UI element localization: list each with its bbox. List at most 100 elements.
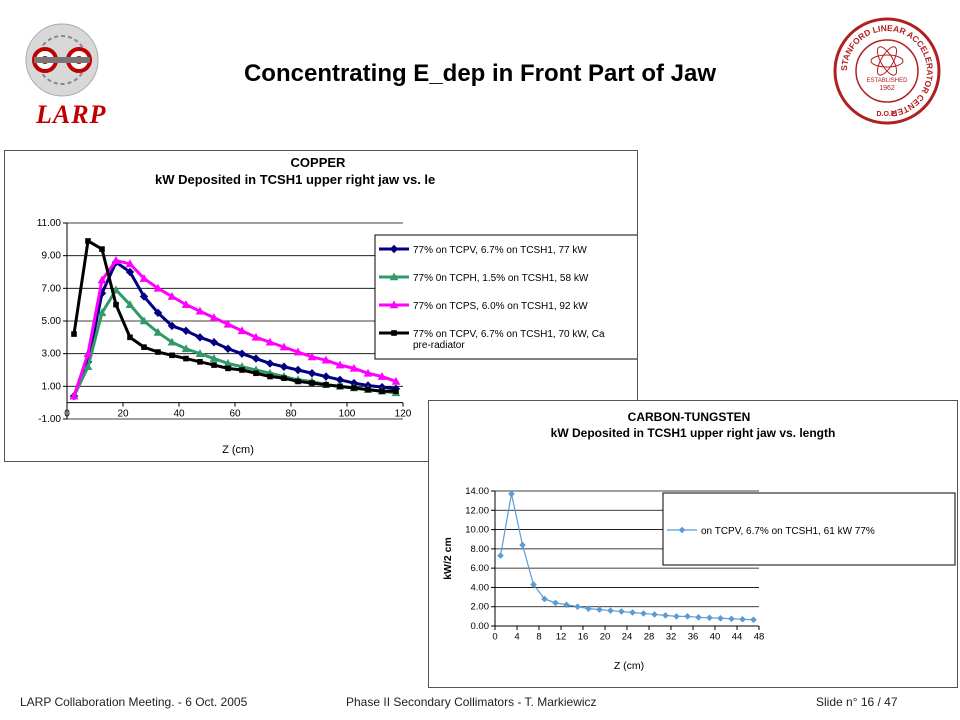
svg-text:D.O.E.: D.O.E.: [876, 111, 897, 118]
legend-label: 77% on TCPV, 6.7% on TCSH1, 77 kW: [413, 245, 587, 256]
data-point: [309, 380, 315, 386]
data-point: [139, 292, 149, 301]
data-point: [640, 610, 647, 617]
data-point: [363, 368, 373, 377]
data-point: [155, 349, 161, 355]
data-point: [181, 326, 191, 336]
data-point: [717, 614, 724, 622]
y-tick-label: 2.00: [471, 602, 490, 613]
footer-meeting: LARP Collaboration Meeting. - 6 Oct. 200…: [20, 695, 248, 709]
data-point: [195, 306, 205, 315]
x-tick-label: 48: [754, 632, 765, 643]
data-point: [139, 316, 149, 325]
x-tick-label: 100: [339, 409, 356, 420]
data-point: [167, 321, 177, 331]
x-tick-label: 20: [600, 632, 611, 643]
data-point: [618, 608, 625, 615]
data-point: [113, 301, 119, 308]
data-point: [111, 256, 121, 264]
data-point: [728, 615, 735, 623]
data-point: [139, 274, 149, 282]
legend-label-line2: pre-radiator: [413, 340, 465, 351]
data-point: [141, 344, 147, 350]
data-point: [662, 612, 669, 619]
data-point: [169, 352, 175, 359]
y-axis-label: kW/2 cm: [442, 537, 454, 580]
legend-label: 77% on TCPV, 6.7% on TCSH1, 70 kW, Ca: [413, 329, 605, 340]
data-point: [393, 388, 399, 395]
chart-subtitle: kW Deposited in TCSH1 upper right jaw vs…: [551, 426, 836, 440]
series-0: [497, 490, 757, 624]
data-point: [125, 267, 135, 277]
data-point: [237, 349, 247, 358]
series-2: [69, 256, 401, 400]
carbon-tungsten-chart-svg: CARBON-TUNGSTEN kW Deposited in TCSH1 upp…: [442, 410, 956, 672]
y-tick-label: 6.00: [471, 563, 490, 574]
x-tick-label: 32: [666, 632, 677, 643]
x-tick-label: 16: [578, 632, 589, 643]
data-point: [295, 378, 301, 385]
data-point: [750, 616, 757, 624]
x-tick-label: 40: [173, 409, 185, 420]
data-point: [607, 607, 614, 614]
y-tick-label: 8.00: [471, 544, 490, 555]
data-point: [211, 362, 217, 368]
y-tick-label: 1.00: [42, 381, 62, 392]
legend-marker: [389, 244, 399, 254]
data-point: [279, 342, 289, 351]
data-point: [225, 365, 231, 372]
data-point: [651, 611, 658, 618]
x-tick-label: 36: [688, 632, 699, 643]
y-tick-label: 7.00: [42, 283, 62, 294]
data-point: [684, 613, 691, 620]
legend-label: on TCPV, 6.7% on TCSH1, 61 kW 77%: [701, 526, 875, 537]
x-tick-label: 44: [732, 632, 743, 643]
legend-marker: [391, 330, 397, 336]
y-tick-label: 3.00: [42, 349, 62, 360]
carbon-tungsten-chart: CARBON-TUNGSTEN kW Deposited in TCSH1 upp…: [428, 400, 958, 688]
data-point: [239, 367, 245, 373]
x-axis-label: Z (cm): [614, 660, 644, 672]
data-point: [281, 375, 287, 381]
legend-label: 77% on TCPS, 6.0% on TCSH1, 92 kW: [413, 301, 588, 312]
data-point: [321, 355, 331, 364]
data-point: [265, 337, 275, 346]
data-point: [293, 347, 303, 356]
data-point: [97, 308, 107, 317]
data-point: [167, 337, 177, 346]
x-tick-label: 28: [644, 632, 655, 643]
x-tick-label: 120: [395, 409, 412, 420]
data-point: [251, 332, 261, 341]
data-point: [508, 490, 515, 498]
data-point: [125, 259, 135, 268]
footer-slide-number: Slide n° 16 / 47: [816, 695, 898, 709]
series-line: [72, 258, 397, 397]
y-tick-label: 10.00: [465, 525, 489, 536]
x-tick-label: 0: [64, 409, 70, 420]
data-point: [335, 360, 345, 369]
data-point: [279, 362, 289, 371]
x-tick-label: 40: [710, 632, 721, 643]
chart-title: COPPER: [291, 155, 347, 170]
data-point: [307, 369, 317, 378]
x-tick-label: 4: [514, 632, 519, 643]
data-point: [97, 275, 107, 284]
data-point: [337, 383, 343, 390]
x-tick-label: 8: [536, 632, 541, 643]
y-tick-label: 9.00: [42, 251, 62, 262]
data-point: [323, 381, 329, 388]
data-point: [153, 283, 163, 292]
chart-title: CARBON-TUNGSTEN: [628, 410, 751, 424]
x-tick-label: 60: [229, 409, 241, 420]
legend-box: [374, 234, 637, 360]
data-point: [321, 372, 331, 381]
data-point: [695, 614, 702, 621]
data-point: [69, 391, 79, 400]
legend-marker: [678, 526, 686, 534]
data-point: [585, 605, 592, 612]
data-point: [195, 333, 205, 342]
data-point: [497, 552, 504, 559]
data-point: [127, 334, 133, 341]
svg-text:1962: 1962: [879, 85, 895, 92]
data-point: [349, 363, 359, 372]
